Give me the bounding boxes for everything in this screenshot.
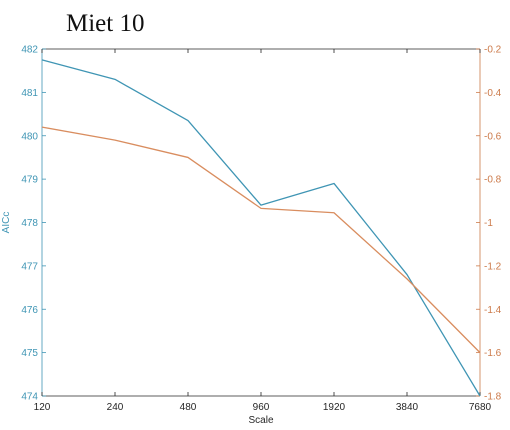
x-tick-label: 120 <box>34 402 51 413</box>
x-tick-label: 480 <box>180 402 197 413</box>
left-tick-label: 479 <box>21 175 38 186</box>
right-tick-label: -0.2 <box>484 45 502 56</box>
x-tick-label: 240 <box>107 402 124 413</box>
x-axis-label: Scale <box>248 415 273 426</box>
x-tick-label: 1920 <box>323 402 346 413</box>
plot-frame <box>41 48 481 397</box>
right-tick-label: -0.6 <box>484 131 502 142</box>
series-line-right <box>41 126 481 354</box>
left-tick-label: 474 <box>21 392 38 403</box>
left-tick-label: 482 <box>21 45 38 56</box>
left-tick-label: 480 <box>21 131 38 142</box>
left-tick-label: 478 <box>21 218 38 229</box>
series-line-left <box>41 59 481 397</box>
right-tick-label: -0.8 <box>484 175 502 186</box>
series-layer <box>41 59 481 397</box>
left-tick-label: 476 <box>21 305 38 316</box>
right-tick-label: -1 <box>484 218 493 229</box>
left-tick-label: 481 <box>21 88 38 99</box>
right-tick-label: -0.4 <box>484 88 502 99</box>
x-axis-ticks: 120 240 480 960 1920 3840 7680 <box>34 49 492 413</box>
right-tick-label: -1.8 <box>484 392 502 403</box>
chart-title: Miet 10 <box>66 10 145 37</box>
left-tick-label: 475 <box>21 348 38 359</box>
left-axis-ticks: 474 475 476 477 478 479 480 481 482 <box>21 45 46 403</box>
x-tick-label: 7680 <box>469 402 492 413</box>
right-tick-label: -1.4 <box>484 305 502 316</box>
x-tick-label: 3840 <box>396 402 419 413</box>
right-tick-label: -1.2 <box>484 261 502 272</box>
left-tick-label: 477 <box>21 261 38 272</box>
x-tick-label: 960 <box>253 402 270 413</box>
left-axis-label: AICc <box>1 212 12 234</box>
right-axis-ticks: -1.8 -1.6 -1.4 -1.2 -1 -0.8 -0.6 -0.4 -0.2 <box>476 45 502 403</box>
right-tick-label: -1.6 <box>484 348 502 359</box>
